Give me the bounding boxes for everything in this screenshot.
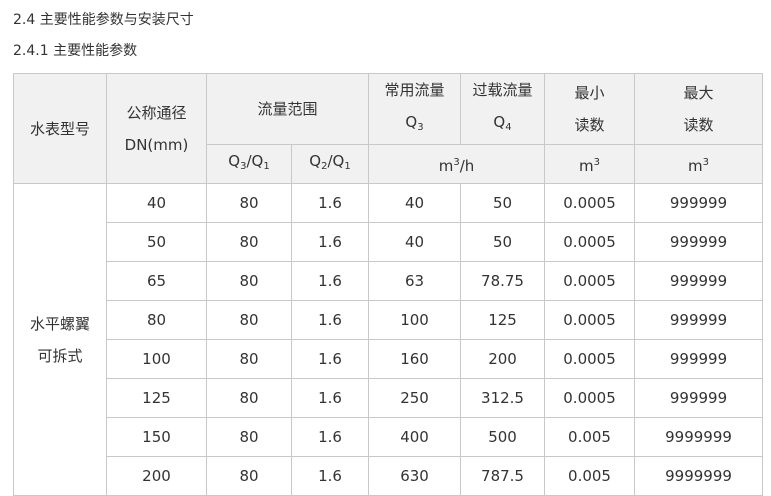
table-row: 100 80 1.6 160 200 0.0005 999999	[14, 339, 764, 379]
table-row: 200 80 1.6 630 787.5 0.005 9999999	[14, 456, 764, 496]
table-row: 50 80 1.6 40 50 0.0005 999999	[14, 222, 764, 262]
table-cell: 200	[106, 456, 207, 496]
header-q3: 常用流量 Q3	[368, 73, 462, 145]
header-q2-q1: Q2/Q1	[290, 144, 370, 184]
table-cell: 0.0005	[544, 183, 636, 223]
table-cell: 100	[106, 339, 207, 379]
table-row: 125 80 1.6 250 312.5 0.0005 999999	[14, 378, 764, 418]
subsection-heading: 2.4.1 主要性能参数	[13, 43, 138, 59]
table-cell: 80	[206, 456, 292, 496]
table-cell: 0.0005	[544, 261, 636, 301]
table-cell: 0.005	[544, 417, 636, 457]
table-cell: 1.6	[290, 261, 370, 301]
table-cell: 1.6	[290, 300, 370, 340]
model-cell: 水平螺翼 可拆式	[13, 183, 107, 496]
table-cell: 80	[206, 300, 292, 340]
table-cell: 80	[206, 378, 292, 418]
section-heading: 2.4 主要性能参数与安装尺寸	[13, 12, 194, 28]
table-cell: 9999999	[634, 417, 764, 457]
table-cell: 999999	[634, 183, 764, 223]
table-cell: 78.75	[460, 261, 546, 301]
table-cell: 0.0005	[544, 300, 636, 340]
table-cell: 999999	[634, 378, 764, 418]
table-cell: 100	[368, 300, 462, 340]
table-row: 150 80 1.6 400 500 0.005 9999999	[14, 417, 764, 457]
table-cell: 65	[106, 261, 207, 301]
table-cell: 999999	[634, 339, 764, 379]
header-q3-q1: Q3/Q1	[206, 144, 292, 184]
header-model: 水表型号	[13, 73, 107, 184]
table-cell: 125	[460, 300, 546, 340]
table-cell: 80	[206, 339, 292, 379]
table-cell: 1.6	[290, 417, 370, 457]
table-cell: 0.005	[544, 456, 636, 496]
header-flow-range: 流量范围	[205, 73, 370, 145]
table-cell: 1.6	[290, 183, 370, 223]
table-cell: 40	[106, 183, 207, 223]
table-cell: 40	[368, 222, 462, 262]
table-cell: 80	[206, 261, 292, 301]
table-cell: 150	[106, 417, 207, 457]
table-cell: 50	[460, 183, 546, 223]
table-cell: 63	[368, 261, 462, 301]
performance-table: 水表型号 公称通径 DN(mm) 流量范围 常用流量 Q3 过载流量 Q4 最小 读数 …	[13, 73, 764, 496]
table-cell: 50	[460, 222, 546, 262]
table-cell: 160	[368, 339, 462, 379]
table-cell: 1.6	[290, 378, 370, 418]
table-cell: 999999	[634, 261, 764, 301]
table-cell: 630	[368, 456, 462, 496]
unit-flow: m3/h	[368, 144, 546, 184]
table-cell: 999999	[634, 222, 764, 262]
table-cell: 787.5	[460, 456, 546, 496]
table-row: 水平螺翼 可拆式 40 80 1.6 40 50 0.0005 999999	[13, 183, 764, 496]
table-cell: 80	[106, 300, 207, 340]
table-cell: 999999	[634, 300, 764, 340]
table-cell: 0.0005	[544, 222, 636, 262]
table-cell: 0.0005	[544, 378, 636, 418]
table-cell: 50	[106, 222, 207, 262]
table-cell: 40	[368, 183, 462, 223]
table-cell: 0.0005	[544, 339, 636, 379]
table-cell: 80	[206, 183, 292, 223]
table-cell: 400	[368, 417, 462, 457]
table-row: 80 80 1.6 100 125 0.0005 999999	[14, 300, 764, 340]
table-cell: 9999999	[634, 456, 764, 496]
header-dn: 公称通径 DN(mm)	[106, 73, 207, 184]
unit-max: m3	[634, 144, 764, 184]
table-cell: 1.6	[290, 222, 370, 262]
unit-min: m3	[544, 144, 636, 184]
table-cell: 312.5	[460, 378, 546, 418]
header-min-reading: 最小 读数	[544, 73, 636, 145]
table-cell: 500	[460, 417, 546, 457]
table-cell: 1.6	[290, 456, 370, 496]
table-cell: 1.6	[290, 339, 370, 379]
table-cell: 80	[206, 222, 292, 262]
header-max-reading: 最大 读数	[634, 73, 764, 145]
table-cell: 125	[106, 378, 207, 418]
table-cell: 80	[206, 417, 292, 457]
table-row: 65 80 1.6 63 78.75 0.0005 999999	[14, 261, 764, 301]
table-cell: 200	[460, 339, 546, 379]
header-q4: 过载流量 Q4	[460, 73, 546, 145]
table-cell: 250	[368, 378, 462, 418]
